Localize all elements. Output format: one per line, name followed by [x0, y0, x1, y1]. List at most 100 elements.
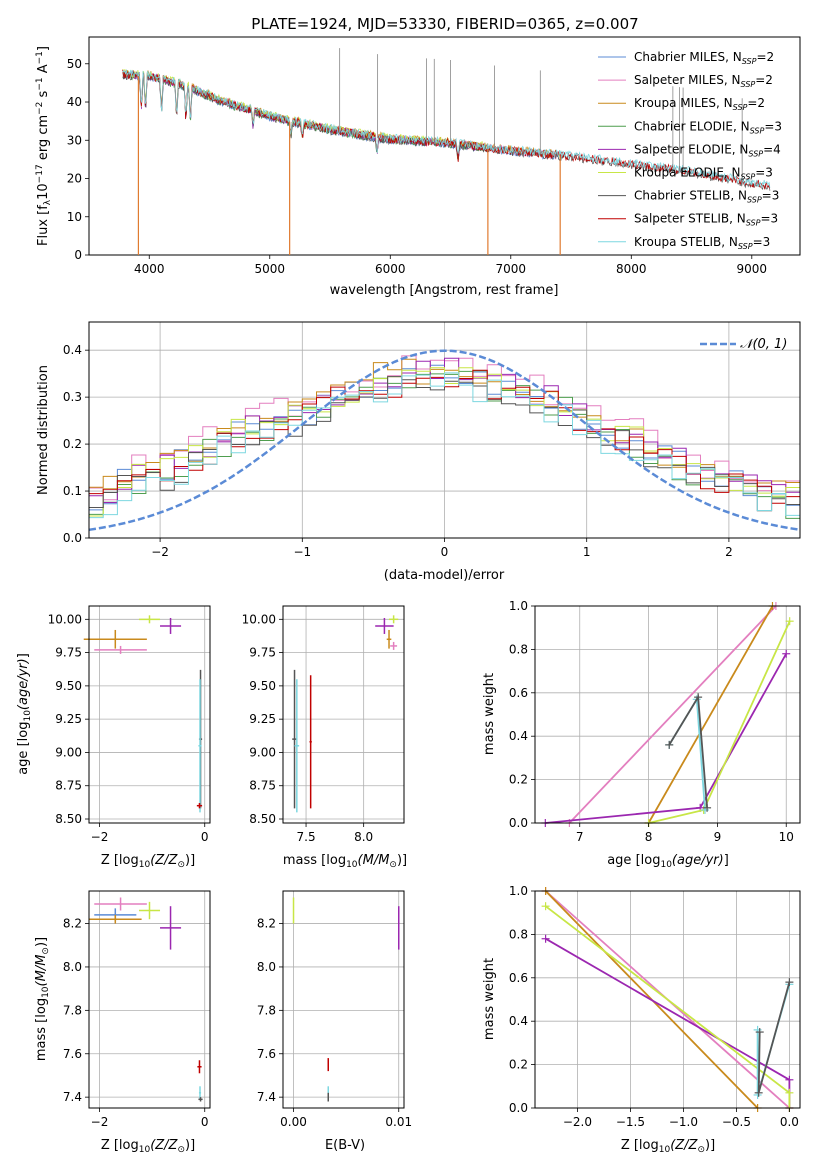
legend-label-sub: SSP: [741, 80, 756, 89]
y-tick-label: 9.50: [55, 679, 82, 693]
legend-label-main: Chabrier MILES, N: [634, 50, 742, 64]
legend-label-suffix: =2: [747, 96, 765, 110]
legend-label-suffix: =3: [760, 212, 778, 226]
weight-vs-age-panel: 7 8 9 100.00.20.40.60.81.0 age [log10(age/y…: [482, 599, 801, 870]
x-tick-label: −2: [91, 1115, 109, 1129]
flux-ylabel-rest2: erg cm: [36, 115, 51, 164]
age-vs-mass-ticks: 7.5 8.0 8.50 8.75 9.00 9.25 9.50 9.75 10.00: [242, 612, 374, 844]
age-ylabel-rest: (age/yr): [16, 658, 31, 710]
legend-label-suffix: =4: [763, 142, 781, 156]
legend-label-main: Salpeter MILES, N: [634, 73, 741, 87]
spectrum-panel: 4000 5000 6000 7000 8000 9000 0 10 20 30 40 50 Chab…: [35, 36, 801, 298]
x-tick-label: −2.0: [563, 1115, 592, 1129]
mass-vs-ebv-points: [292, 897, 400, 1102]
x-tick-label: 0.00: [280, 1115, 307, 1129]
z-label-sub: 10: [139, 860, 151, 870]
legend-label-suffix: =3: [755, 166, 773, 180]
x-tick-label: −0.5: [722, 1115, 751, 1129]
residuals-xlabel: (data-model)/error: [384, 568, 505, 583]
x-tick-label: −1.0: [669, 1115, 698, 1129]
y-tick-label: 8.50: [55, 812, 82, 826]
legend-label-suffix: =3: [762, 189, 780, 203]
mass-ylabel-part: mass [log: [34, 998, 49, 1061]
y-tick-label: 0.8: [509, 642, 528, 656]
mass-ylabel: mass [log10(M/M⊙)]: [34, 937, 51, 1061]
wage-xlabel-rest: (age/yr): [672, 853, 724, 868]
spectrum-xlabel: wavelength [Angstrom, rest frame]: [330, 283, 559, 298]
legend-label-sub: SSP: [747, 196, 762, 205]
z-label-part2: (Z/Z: [150, 853, 178, 868]
flux-ylabel-part: Flux [f: [36, 205, 51, 246]
legend-label-sub: SSP: [738, 242, 753, 251]
flux-ylabel-lambda: λ: [43, 199, 53, 205]
mass-vs-z-grid: [89, 891, 210, 1108]
z2-label-sub: 10: [139, 1145, 151, 1155]
legend-label: Kroupa MILES, NSSP=2: [634, 96, 765, 112]
y-tick-label: 0.6: [509, 971, 528, 985]
flux-ylabel-close: ]: [36, 46, 51, 51]
weight-vs-age-xlabel: age [log10(age/yr)]: [607, 853, 729, 870]
z3-label-odot: ⊙: [697, 1145, 705, 1155]
legend-label-suffix: =2: [756, 50, 774, 64]
y-tick-label: 10.00: [242, 612, 276, 626]
z3-label-close: )]: [705, 1138, 715, 1153]
mass-vs-z-points: [89, 897, 203, 1102]
legend-label-main: Kroupa ELODIE, N: [634, 166, 741, 180]
age-vs-z-ticks: −2 0 8.50 8.75 9.00 9.25 9.50 9.75 10.00: [48, 612, 209, 844]
z2-label-part1: Z [log: [101, 1138, 139, 1153]
z2-label-odot: ⊙: [177, 1145, 185, 1155]
legend-label-main: Chabrier ELODIE, N: [634, 119, 750, 133]
age-vs-mass-xlabel: mass [log10(M/M⊙)]: [283, 853, 407, 870]
legend-label-main: Kroupa MILES, N: [634, 96, 733, 110]
weight-line-salpeter-elodie: [545, 937, 791, 1108]
weight-vs-age-lines: [541, 602, 794, 827]
x-tick-label: 0: [201, 1115, 209, 1129]
z3-label-sub: 10: [659, 1145, 671, 1155]
x-tick-label: 8000: [616, 262, 647, 276]
residuals-series: [88, 349, 801, 538]
x-tick-label: 0.01: [385, 1115, 412, 1129]
y-tick-label: 7.6: [257, 1047, 276, 1061]
legend-label-main: Chabrier STELIB, N: [634, 189, 747, 203]
y-tick-label: 0.2: [509, 773, 528, 787]
age-vs-mass-grid: [283, 606, 404, 823]
figure-title: PLATE=1924, MJD=53330, FIBERID=0365, z=0…: [251, 15, 638, 33]
weight-line-salpeter-miles: [568, 605, 777, 824]
weight-vs-age-ylabel: mass weight: [482, 673, 497, 755]
legend-label: Salpeter MILES, NSSP=2: [634, 73, 773, 89]
normal-curve: [88, 349, 801, 532]
mass-vs-ebv-ticks: 0.00 0.01 7.4 7.6 7.8 8.0 8.2: [257, 917, 412, 1129]
x-tick-label: 9000: [737, 262, 768, 276]
histogram-kroupa-stelib: [88, 372, 800, 538]
legend-label-main: Salpeter STELIB, N: [634, 212, 746, 226]
y-tick-label: 0.1: [63, 484, 82, 498]
x-tick-label: 9: [714, 830, 722, 844]
legend-label-main: Kroupa STELIB, N: [634, 235, 738, 249]
weight-vs-z-ticks: −2.0 −1.5 −1.0 −0.5 0.0 0.0 0.2 0.4 0.6 0.8 1.0: [509, 884, 799, 1129]
y-tick-label: 9.00: [249, 745, 276, 759]
flux-ylabel-rest3: s: [36, 90, 51, 101]
y-tick-label: 10.00: [48, 612, 82, 626]
mass-xlabel-part: mass [log: [283, 853, 346, 868]
residuals-panel: −2 −1 0 1 2 0.0 0.1 0.2 0.3 0.4 𝒩(0, 1) (data-mod…: [36, 321, 801, 583]
mass-xlabel-rest: (M/M: [358, 853, 390, 868]
mass-vs-ebv-xlabel: E(B-V): [325, 1138, 365, 1153]
age-vs-mass-points: [292, 615, 399, 813]
flux-ylabel-exp3: −1: [35, 77, 45, 90]
y-tick-label: 9.75: [55, 646, 82, 660]
y-tick-label: 9.75: [249, 646, 276, 660]
age-ylabel-sub: 10: [23, 710, 33, 722]
y-tick-label: 8.50: [249, 812, 276, 826]
x-tick-label: −1: [293, 545, 311, 559]
y-tick-label: 7.4: [257, 1090, 276, 1104]
mass-vs-z-plot-area: [88, 890, 211, 1109]
z-label-part1: Z [log: [101, 853, 139, 868]
y-tick-label: 0.8: [509, 927, 528, 941]
age-ylabel-part: age [log: [16, 722, 31, 775]
mass-ylabel-rest: (M/M: [34, 955, 49, 987]
y-tick-label: 7.4: [63, 1090, 82, 1104]
y-tick-label: 7.8: [257, 1003, 276, 1017]
x-tick-label: 6000: [375, 262, 406, 276]
